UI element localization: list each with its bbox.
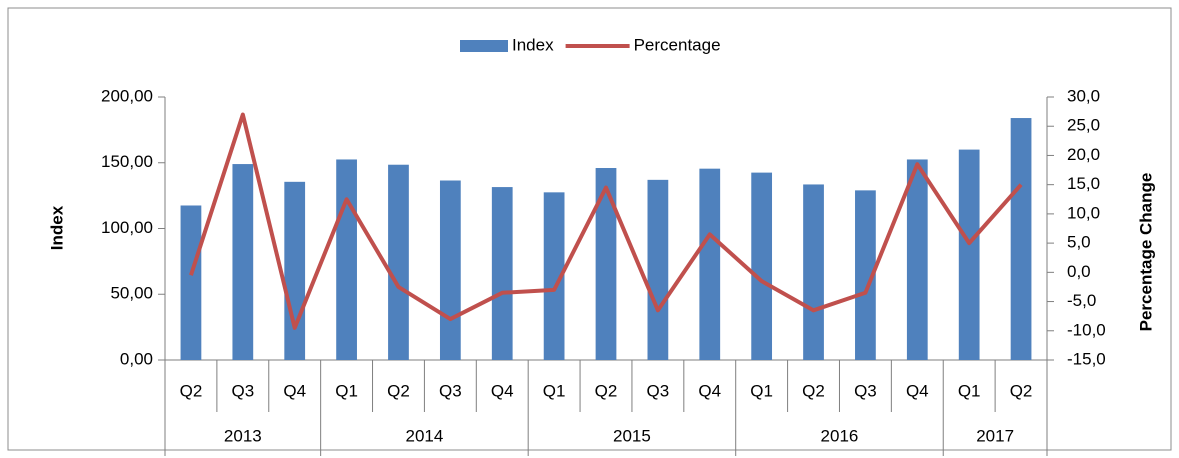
group-label: 2013 bbox=[224, 426, 262, 445]
group-label: 2014 bbox=[405, 426, 443, 445]
group-label: 2017 bbox=[976, 426, 1014, 445]
y2-tick-label: 30,0 bbox=[1067, 86, 1100, 105]
bar bbox=[388, 164, 409, 360]
x-tick-label: Q1 bbox=[958, 381, 981, 400]
y-tick-label: 50,00 bbox=[110, 284, 153, 303]
group-label: 2016 bbox=[821, 426, 859, 445]
bar bbox=[855, 190, 876, 360]
x-tick-label: Q4 bbox=[698, 381, 721, 400]
x-tick-label: Q4 bbox=[283, 381, 306, 400]
x-tick-label: Q1 bbox=[335, 381, 358, 400]
bar bbox=[699, 168, 721, 360]
bar bbox=[336, 159, 357, 360]
x-tick-label: Q4 bbox=[906, 381, 929, 400]
x-tick-label: Q2 bbox=[802, 381, 825, 400]
legend-label: Index bbox=[512, 35, 554, 54]
y-tick-label: 150,00 bbox=[101, 152, 153, 171]
bar bbox=[803, 184, 824, 360]
legend-label: Percentage bbox=[634, 35, 721, 54]
y2-axis-title: Percentage Change bbox=[1136, 173, 1155, 332]
x-tick-label: Q1 bbox=[543, 381, 566, 400]
y2-tick-label: -15,0 bbox=[1067, 349, 1106, 368]
bar bbox=[958, 149, 980, 360]
x-tick-label: Q2 bbox=[595, 381, 618, 400]
line bbox=[189, 112, 1023, 330]
y2-tick-label: -5,0 bbox=[1067, 291, 1096, 310]
y2-tick-label: 20,0 bbox=[1067, 145, 1100, 164]
y2-tick-label: 25,0 bbox=[1067, 116, 1100, 135]
legend-swatch bbox=[460, 40, 508, 52]
bar bbox=[906, 159, 928, 360]
bar bbox=[491, 187, 513, 360]
x-tick-label: Q2 bbox=[1010, 381, 1033, 400]
y2-tick-label: 15,0 bbox=[1067, 174, 1100, 193]
bar bbox=[1010, 118, 1032, 360]
bar bbox=[647, 179, 669, 360]
x-tick-label: Q3 bbox=[647, 381, 670, 400]
y2-tick-label: -10,0 bbox=[1067, 320, 1106, 339]
y-tick-label: 100,00 bbox=[101, 218, 153, 237]
y2-tick-label: 0,0 bbox=[1067, 262, 1091, 281]
x-tick-label: Q3 bbox=[854, 381, 877, 400]
y2-tick-label: 10,0 bbox=[1067, 203, 1100, 222]
group-label: 2015 bbox=[613, 426, 651, 445]
y-tick-label: 200,00 bbox=[101, 86, 153, 105]
bar bbox=[595, 168, 617, 360]
y-axis-title: Index bbox=[47, 205, 66, 250]
y-tick-label: 0,00 bbox=[120, 349, 153, 368]
x-tick-label: Q2 bbox=[387, 381, 410, 400]
x-tick-label: Q3 bbox=[439, 381, 462, 400]
bar bbox=[284, 181, 306, 360]
bar bbox=[232, 164, 254, 360]
x-tick-label: Q1 bbox=[750, 381, 773, 400]
x-tick-label: Q2 bbox=[180, 381, 203, 400]
bar bbox=[543, 192, 565, 360]
bar bbox=[180, 205, 202, 360]
bar bbox=[439, 180, 461, 360]
x-tick-label: Q3 bbox=[231, 381, 254, 400]
bar bbox=[751, 172, 773, 360]
x-tick-label: Q4 bbox=[491, 381, 514, 400]
y2-tick-label: 5,0 bbox=[1067, 233, 1091, 252]
